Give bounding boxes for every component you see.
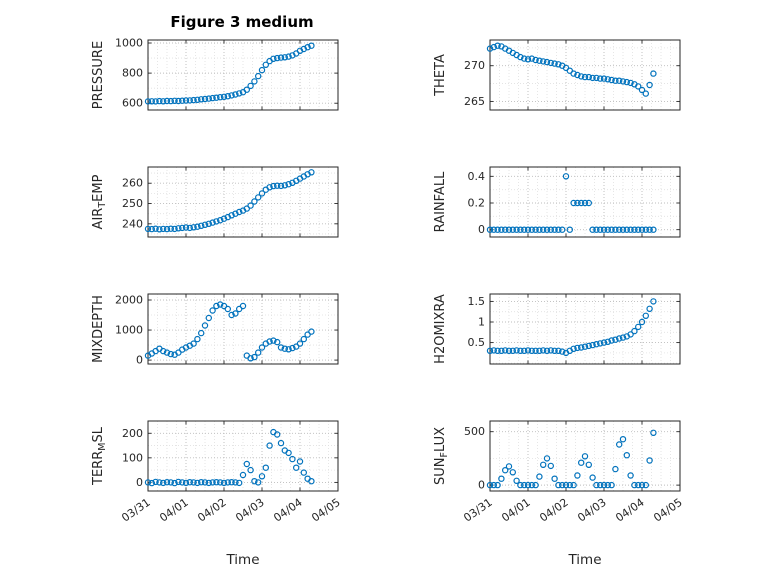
x-tick-label: 04/02 — [195, 496, 228, 525]
y-tick-label: 260 — [122, 177, 143, 190]
y-tick-label: 600 — [122, 97, 143, 110]
y-axis-label-mixdepth: MIXDEPTH — [91, 295, 106, 363]
y-tick-label: 0 — [136, 476, 143, 489]
subplot-mixdepth: 0 1000 2000 MIXDEPTH — [91, 293, 339, 367]
y-axis-label-air-temp: AIRTEMP — [91, 174, 108, 229]
x-tick-label: 04/02 — [537, 496, 570, 525]
subplot-pressure: 600 800 1000 PRESSURE — [91, 37, 339, 111]
axes-box — [147, 293, 339, 365]
data-points — [486, 173, 657, 233]
data-points — [144, 169, 315, 233]
subplot-theta: 265 270 THETA — [433, 39, 681, 111]
x-tick-label: 04/04 — [271, 496, 304, 525]
data-points — [486, 298, 657, 357]
axes-box — [147, 166, 339, 238]
data-points — [486, 42, 657, 97]
plot-area — [490, 294, 680, 364]
data-points — [486, 429, 657, 489]
subplots-container: 6008001000PRESSURE240250260AIRTEMP010002… — [91, 37, 685, 568]
x-tick-label: 04/01 — [499, 496, 532, 525]
y-axis-label-theta: THETA — [433, 54, 448, 97]
y-tick-label: 1000 — [115, 324, 143, 337]
plot-area — [490, 421, 680, 491]
y-axis-label-terr-msl: TERRMSL — [91, 426, 108, 486]
y-axis-label-rainfall: RAINFALL — [433, 171, 448, 232]
y-tick-label: 200 — [122, 427, 143, 440]
y-tick-label: 800 — [122, 67, 143, 80]
x-tick-label: 04/05 — [309, 496, 342, 525]
y-tick-label: 0.2 — [468, 197, 486, 210]
y-tick-label: 2000 — [115, 294, 143, 307]
y-tick-label: 100 — [122, 451, 143, 464]
subplot-air-temp: 240 250 260 AIRTEMP — [91, 166, 339, 238]
y-axis-label-h2omixra: H2OMIXRA — [433, 294, 448, 364]
y-tick-label: 265 — [464, 95, 485, 108]
y-tick-label: 0.5 — [468, 336, 486, 349]
y-tick-label: 0 — [136, 354, 143, 367]
axes-box — [147, 420, 339, 492]
x-tick-label: 04/05 — [651, 496, 684, 525]
y-tick-label: 0.4 — [468, 170, 486, 183]
data-points — [144, 42, 315, 105]
x-tick-label: 03/31 — [461, 496, 494, 525]
subplot-rainfall: 0 0.2 0.4 RAINFALL — [433, 166, 681, 238]
figure-title: Figure 3 medium — [170, 13, 313, 31]
data-points — [144, 428, 315, 487]
subplot-sun-flux: 0 500 03/31 04/01 04/02 04/03 04/04 04/05 Time SU… — [433, 420, 685, 568]
x-tick-label: 04/04 — [613, 496, 646, 525]
y-tick-label: 1 — [478, 316, 485, 329]
axes-box — [489, 420, 681, 492]
y-tick-label: 1.5 — [468, 295, 486, 308]
x-tick-label: 04/01 — [157, 496, 190, 525]
x-tick-label: 04/03 — [575, 496, 608, 525]
subplot-h2omixra: 0.5 1 1.5 H2OMIXRA — [433, 293, 681, 365]
axes-box — [147, 39, 339, 111]
y-tick-label: 0 — [478, 479, 485, 492]
x-axis-label: Time — [567, 552, 601, 568]
y-axis-label-pressure: PRESSURE — [91, 41, 106, 109]
axes-box — [489, 293, 681, 365]
y-tick-label: 0 — [478, 223, 485, 236]
plot-area — [148, 167, 338, 237]
x-axis-label: Time — [225, 552, 259, 568]
y-axis-label-sun-flux: SUNFLUX — [433, 427, 450, 485]
subplot-terr-msl: 0 100 200 03/31 04/01 04/02 04/03 04/04 04/05 Tim… — [91, 420, 343, 568]
plot-area — [490, 167, 680, 237]
data-points — [144, 301, 315, 362]
y-tick-label: 1000 — [115, 37, 143, 50]
x-tick-label: 03/31 — [119, 496, 152, 525]
plot-area — [148, 294, 338, 364]
y-tick-label: 270 — [464, 59, 485, 72]
y-tick-label: 240 — [122, 217, 143, 230]
y-tick-label: 250 — [122, 197, 143, 210]
axes-box — [489, 166, 681, 238]
y-tick-label: 500 — [464, 425, 485, 438]
x-tick-label: 04/03 — [233, 496, 266, 525]
axes-box — [489, 39, 681, 111]
